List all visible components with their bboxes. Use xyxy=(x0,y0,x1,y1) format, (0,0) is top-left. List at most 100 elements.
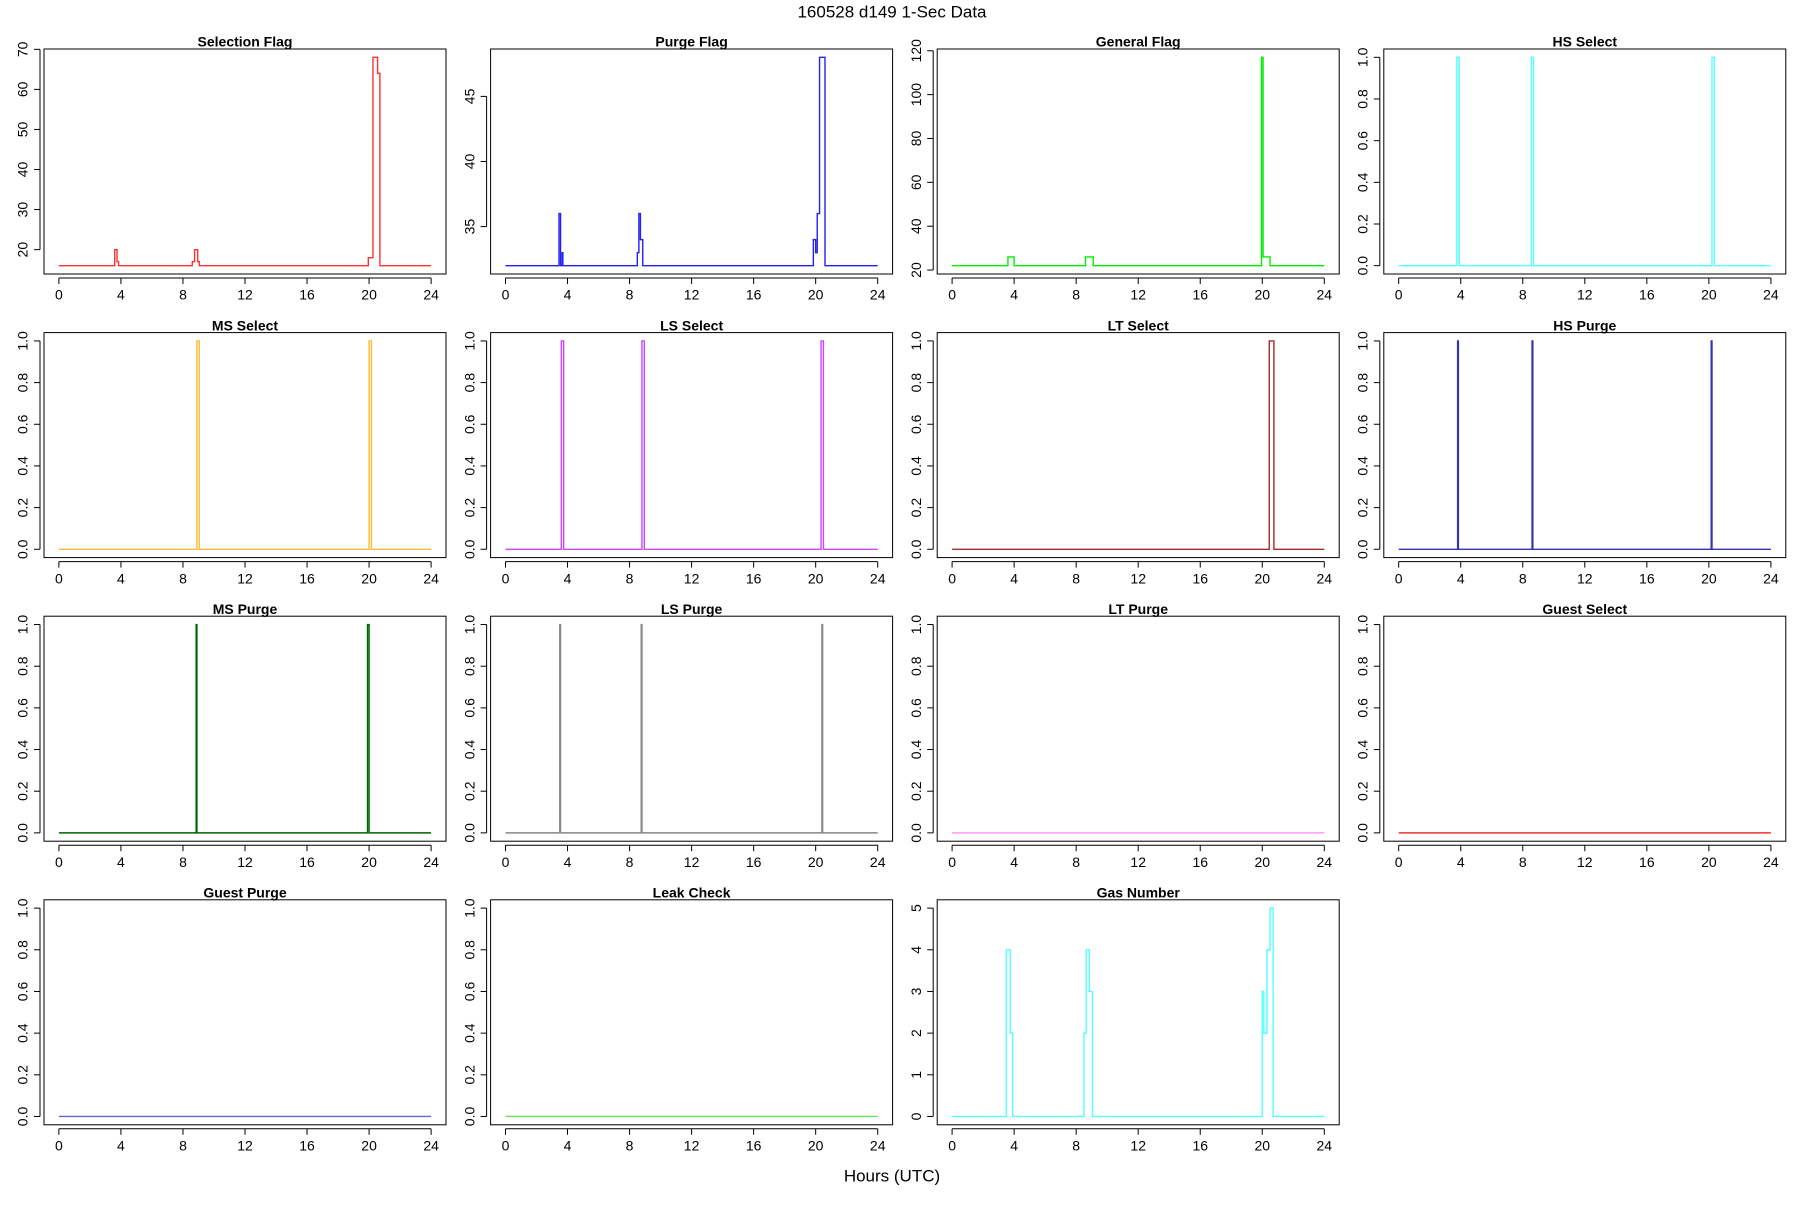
x-tick-label: 8 xyxy=(626,570,634,586)
plot-frame xyxy=(43,48,447,275)
y-tick-label: 0.4 xyxy=(908,740,924,760)
x-tick-label: 20 xyxy=(361,287,377,303)
panel-title: HS Select xyxy=(1553,34,1618,50)
y-tick-label: 0 xyxy=(908,1112,924,1120)
x-tick-label: 20 xyxy=(808,287,824,303)
y-tick-label: 0.6 xyxy=(15,414,31,434)
x-tick-label: 4 xyxy=(1010,1138,1018,1154)
x-tick-label: 4 xyxy=(1010,570,1018,586)
y-tick-label: 0.2 xyxy=(1355,781,1371,801)
y-tick-label: 0.4 xyxy=(1355,456,1371,476)
x-tick-label: 0 xyxy=(55,287,63,303)
y-tick-label: 0.6 xyxy=(908,414,924,434)
plot-frame xyxy=(1383,332,1787,559)
x-tick-label: 16 xyxy=(299,854,315,870)
x-tick-label: 24 xyxy=(1763,287,1779,303)
y-tick-label: 1.0 xyxy=(15,615,31,635)
x-tick-label: 24 xyxy=(1317,854,1333,870)
y-tick-label: 30 xyxy=(15,202,31,218)
x-tick-label: 24 xyxy=(870,1138,886,1154)
y-tick-label: 0.6 xyxy=(461,982,477,1002)
panel: Guest Purge 0 4 8 12 16 20 24 0.0 0.2 0.4 0.6 0.8 1.0 xyxy=(15,885,447,1154)
x-tick-label: 20 xyxy=(1701,570,1717,586)
x-tick-label: 8 xyxy=(179,1138,187,1154)
y-tick-label: 0.0 xyxy=(908,539,924,559)
y-tick-label: 0.4 xyxy=(1355,740,1371,760)
data-line xyxy=(505,340,878,550)
y-tick-label: 0.8 xyxy=(908,373,924,393)
panel: LT Select 0 4 8 12 16 20 24 0.0 0.2 0.4 0.6 0.8 1.0 xyxy=(908,317,1340,586)
y-tick-label: 5 xyxy=(908,904,924,912)
panel-title: LS Purge xyxy=(661,601,723,617)
x-tick-label: 20 xyxy=(361,570,377,586)
panel: MS Select 0 4 8 12 16 20 24 0.0 0.2 0.4 0.6 0.8 1.0 xyxy=(15,317,447,586)
panel: LT Purge 0 4 8 12 16 20 24 0.0 0.2 0.4 0.6 0.8 1.0 xyxy=(908,601,1340,870)
x-tick-label: 4 xyxy=(564,570,572,586)
x-tick-label: 8 xyxy=(179,287,187,303)
y-tick-label: 0.4 xyxy=(1355,172,1371,192)
x-tick-label: 0 xyxy=(1395,570,1403,586)
x-tick-label: 20 xyxy=(1254,1138,1270,1154)
x-tick-label: 16 xyxy=(299,570,315,586)
y-tick-label: 0.8 xyxy=(461,940,477,960)
y-tick-label: 0.6 xyxy=(15,698,31,718)
y-tick-label: 0.0 xyxy=(1355,823,1371,843)
y-tick-label: 0.6 xyxy=(1355,414,1371,434)
y-tick-label: 1.0 xyxy=(908,615,924,635)
x-tick-label: 0 xyxy=(502,1138,510,1154)
x-tick-label: 4 xyxy=(1457,570,1465,586)
x-tick-label: 12 xyxy=(1577,854,1593,870)
panel-title: LS Select xyxy=(660,317,723,333)
plot-frame xyxy=(490,48,894,275)
x-tick-label: 4 xyxy=(564,1138,572,1154)
y-tick-label: 1.0 xyxy=(908,331,924,351)
panel-title: Purge Flag xyxy=(655,34,727,50)
y-tick-label: 0.6 xyxy=(15,982,31,1002)
y-tick-label: 0.0 xyxy=(1355,539,1371,559)
x-tick-label: 8 xyxy=(1519,854,1527,870)
y-tick-label: 0.0 xyxy=(15,1107,31,1127)
data-line xyxy=(58,56,432,267)
y-tick-label: 0.2 xyxy=(1355,214,1371,234)
x-tick-label: 20 xyxy=(808,570,824,586)
y-tick-label: 120 xyxy=(908,39,924,63)
panel: HS Purge 0 4 8 12 16 20 24 0.0 0.2 0.4 0.6 0.8 1.0 xyxy=(1355,317,1787,586)
y-tick-label: 1.0 xyxy=(1355,47,1371,67)
y-tick-label: 70 xyxy=(15,41,31,57)
panel-title: Guest Select xyxy=(1542,601,1627,617)
data-line xyxy=(505,623,878,834)
y-tick-label: 60 xyxy=(15,81,31,97)
x-tick-label: 24 xyxy=(423,570,439,586)
x-tick-label: 20 xyxy=(1254,287,1270,303)
plot-frame xyxy=(490,332,894,559)
y-tick-label: 0.6 xyxy=(1355,131,1371,151)
x-tick-label: 8 xyxy=(179,570,187,586)
x-tick-label: 0 xyxy=(502,287,510,303)
panel: Guest Select 0 4 8 12 16 20 24 0.0 0.2 0.4 0.6 0.8 1.… xyxy=(1355,601,1787,870)
x-tick-label: 24 xyxy=(1763,854,1779,870)
x-tick-label: 16 xyxy=(746,1138,762,1154)
x-tick-label: 12 xyxy=(684,1138,700,1154)
panel-title: MS Select xyxy=(212,317,278,333)
x-tick-label: 16 xyxy=(1639,570,1655,586)
y-tick-label: 0.2 xyxy=(908,498,924,518)
x-tick-label: 4 xyxy=(117,287,125,303)
x-tick-label: 24 xyxy=(1763,570,1779,586)
x-tick-label: 24 xyxy=(870,854,886,870)
y-tick-label: 20 xyxy=(908,262,924,278)
plot-frame xyxy=(936,48,1340,275)
y-tick-label: 3 xyxy=(908,987,924,995)
x-tick-label: 24 xyxy=(870,570,886,586)
panel-title: LT Select xyxy=(1108,317,1170,333)
x-tick-label: 16 xyxy=(746,854,762,870)
y-tick-label: 0.2 xyxy=(461,498,477,518)
y-tick-label: 0.4 xyxy=(15,740,31,760)
data-line xyxy=(58,340,432,550)
x-tick-label: 20 xyxy=(1254,854,1270,870)
x-tick-label: 24 xyxy=(423,1138,439,1154)
x-tick-label: 4 xyxy=(117,570,125,586)
panel: Purge Flag 0 4 8 12 16 20 24 35 40 45 xyxy=(461,34,894,303)
x-tick-label: 0 xyxy=(948,1138,956,1154)
